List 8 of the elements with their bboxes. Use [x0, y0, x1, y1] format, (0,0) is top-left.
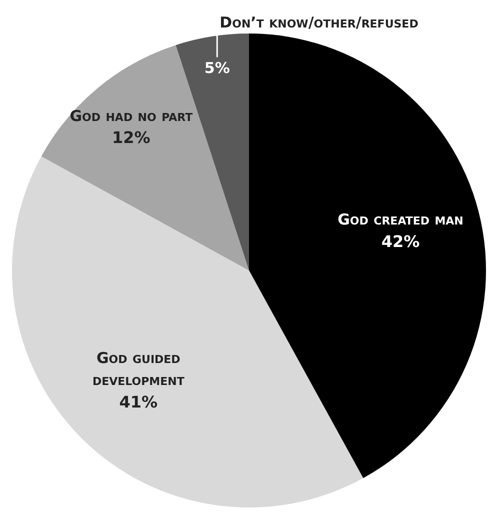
slice-label: Don’t know/other/refused: [220, 14, 418, 32]
data-label: 42%: [381, 232, 420, 251]
data-label: 5%: [204, 59, 230, 78]
slice-label: God guided development: [92, 348, 185, 389]
slice-label: God had no part: [70, 106, 194, 125]
data-label: 41%: [119, 392, 158, 412]
slice-label: God created man: [338, 210, 464, 228]
data-label: 12%: [112, 128, 150, 148]
